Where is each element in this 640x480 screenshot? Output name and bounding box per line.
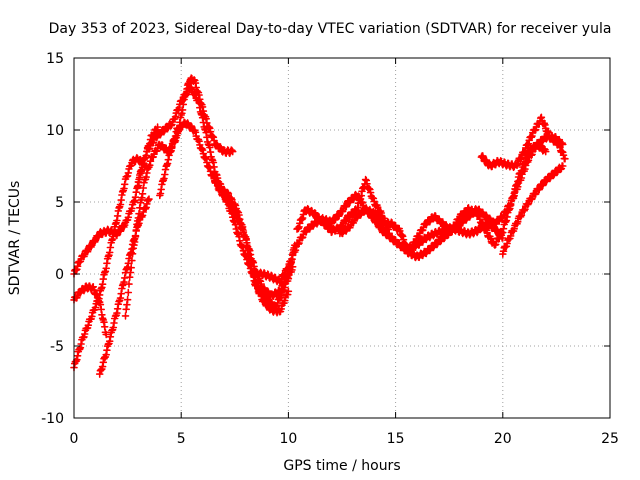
x-tick-label: 5 <box>177 431 186 447</box>
y-tick-label: -5 <box>50 339 64 355</box>
x-tick-label: 20 <box>494 431 512 447</box>
y-tick-label: 0 <box>55 267 64 283</box>
series-track-8 <box>207 171 293 317</box>
x-tick-label: 15 <box>387 431 405 447</box>
y-tick-label: 10 <box>46 123 64 139</box>
y-axis-title: SDTVAR / TECUs <box>7 181 23 296</box>
plot-frame <box>73 57 611 419</box>
series-markers <box>477 113 569 172</box>
series-track-12 <box>477 113 569 172</box>
x-axis-title: GPS time / hours <box>283 458 400 474</box>
series-markers <box>499 162 567 258</box>
y-tick-label: -10 <box>41 411 64 427</box>
y-tick-label: 15 <box>46 51 64 67</box>
x-tick-label: 25 <box>601 431 619 447</box>
x-tick-label: 0 <box>70 431 79 447</box>
grid <box>74 58 610 418</box>
y-tick-label: 5 <box>55 195 64 211</box>
series-markers <box>336 139 550 262</box>
x-tick-label: 10 <box>279 431 297 447</box>
axis-ticks: 0 5 10 15 20 25 -10 -5 0 5 10 15 <box>41 51 619 447</box>
data-layer <box>70 74 569 378</box>
series-track-13 <box>499 162 567 258</box>
chart-title: Day 353 of 2023, Sidereal Day-to-day VTE… <box>49 21 612 37</box>
series-markers <box>207 171 293 317</box>
series-track-11 <box>336 139 550 262</box>
